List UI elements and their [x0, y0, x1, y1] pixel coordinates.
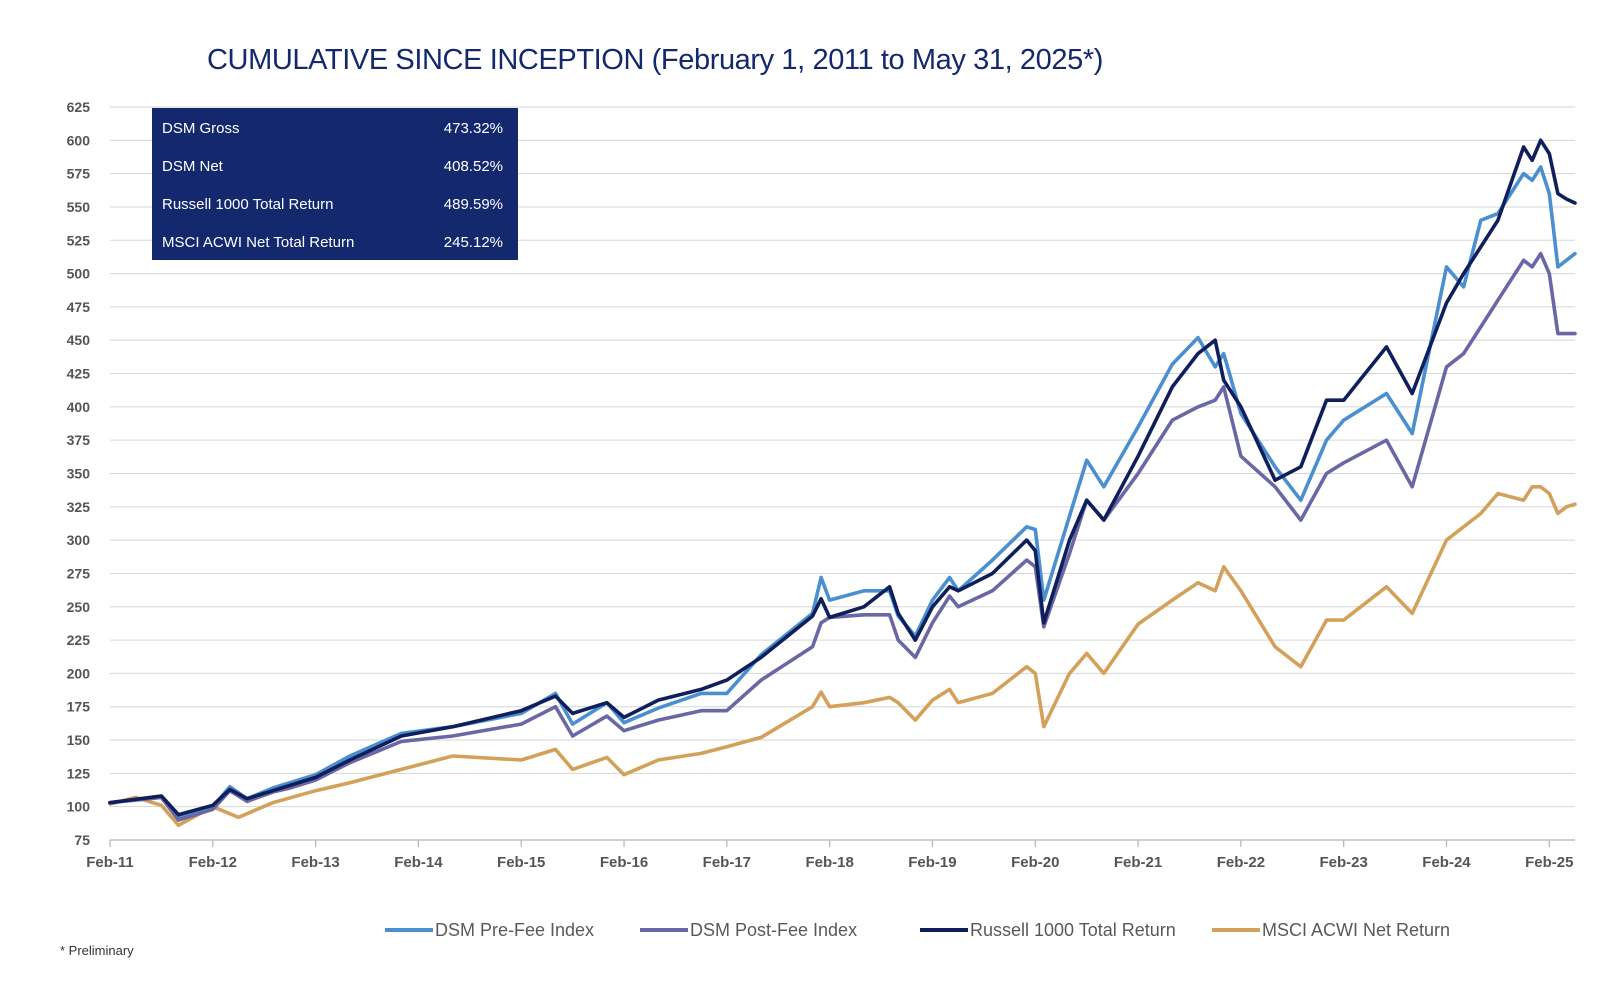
x-tick-label: Feb-25	[1525, 854, 1573, 871]
stats-label: MSCI ACWI Net Total Return	[162, 234, 354, 251]
y-tick-label: 75	[74, 832, 90, 848]
legend: DSM Pre-Fee Index DSM Post-Fee Index Russe…	[385, 920, 1450, 940]
y-tick-label: 175	[67, 699, 91, 715]
x-axis-ticks: Feb-11 Feb-12 Feb-13 Feb-14 Feb-15 Feb-16 Feb-…	[86, 840, 1573, 871]
y-tick-label: 525	[67, 232, 91, 248]
y-tick-label: 625	[67, 99, 91, 115]
legend-label: MSCI ACWI Net Return	[1262, 920, 1450, 940]
x-tick-label: Feb-17	[703, 854, 751, 871]
y-tick-label: 250	[67, 599, 91, 615]
x-tick-label: Feb-16	[600, 854, 648, 871]
x-tick-label: Feb-19	[908, 854, 956, 871]
y-tick-label: 275	[67, 565, 91, 581]
x-tick-label: Feb-20	[1011, 854, 1059, 871]
y-tick-label: 475	[67, 299, 91, 315]
x-tick-label: Feb-21	[1114, 854, 1162, 871]
y-tick-label: 425	[67, 366, 91, 382]
x-tick-label: Feb-14	[394, 854, 443, 871]
y-tick-label: 400	[67, 399, 91, 415]
x-tick-label: Feb-11	[86, 854, 134, 871]
stats-box-background	[152, 108, 518, 260]
y-tick-label: 225	[67, 632, 91, 648]
x-tick-label: Feb-23	[1320, 854, 1368, 871]
series-line-2	[108, 251, 1577, 822]
y-tick-label: 325	[67, 499, 91, 515]
y-tick-label: 375	[67, 432, 91, 448]
y-tick-label: 300	[67, 532, 91, 548]
x-tick-label: Feb-22	[1217, 854, 1265, 871]
legend-label: DSM Post-Fee Index	[690, 920, 857, 940]
y-tick-label: 450	[67, 332, 91, 348]
y-tick-label: 125	[67, 765, 91, 781]
stats-label: Russell 1000 Total Return	[162, 196, 334, 213]
y-axis-ticks: 75 100 125 150 175 200 225 250 275 300 325 350 375 40…	[67, 99, 91, 848]
stats-label: DSM Net	[162, 158, 224, 175]
y-tick-label: 100	[67, 799, 91, 815]
x-tick-label: Feb-12	[189, 854, 237, 871]
series-line-1	[108, 165, 1577, 820]
x-tick-label: Feb-18	[805, 854, 853, 871]
stats-value: 473.32%	[444, 120, 503, 137]
chart-title: CUMULATIVE SINCE INCEPTION (February 1, …	[207, 44, 1103, 76]
grid-lines	[110, 106, 1575, 841]
series-lines	[108, 138, 1577, 828]
y-tick-label: 600	[67, 132, 91, 148]
y-tick-label: 500	[67, 266, 91, 282]
series-line-4	[108, 485, 1577, 828]
legend-label: DSM Pre-Fee Index	[435, 920, 594, 940]
stats-label: DSM Gross	[162, 120, 240, 137]
y-tick-label: 150	[67, 732, 91, 748]
y-tick-label: 200	[67, 665, 91, 681]
stats-value: 245.12%	[444, 234, 503, 251]
stats-value: 408.52%	[444, 158, 503, 175]
legend-label: Russell 1000 Total Return	[970, 920, 1176, 940]
y-tick-label: 350	[67, 466, 91, 482]
series-line-3	[108, 138, 1577, 817]
stats-box: DSM Gross 473.32% DSM Net 408.52% Russell 10…	[152, 108, 518, 260]
y-tick-label: 575	[67, 166, 91, 182]
x-tick-label: Feb-24	[1422, 854, 1471, 871]
footnote: * Preliminary	[60, 943, 134, 958]
x-tick-label: Feb-15	[497, 854, 545, 871]
stats-value: 489.59%	[444, 196, 503, 213]
x-tick-label: Feb-13	[291, 854, 339, 871]
y-tick-label: 550	[67, 199, 91, 215]
